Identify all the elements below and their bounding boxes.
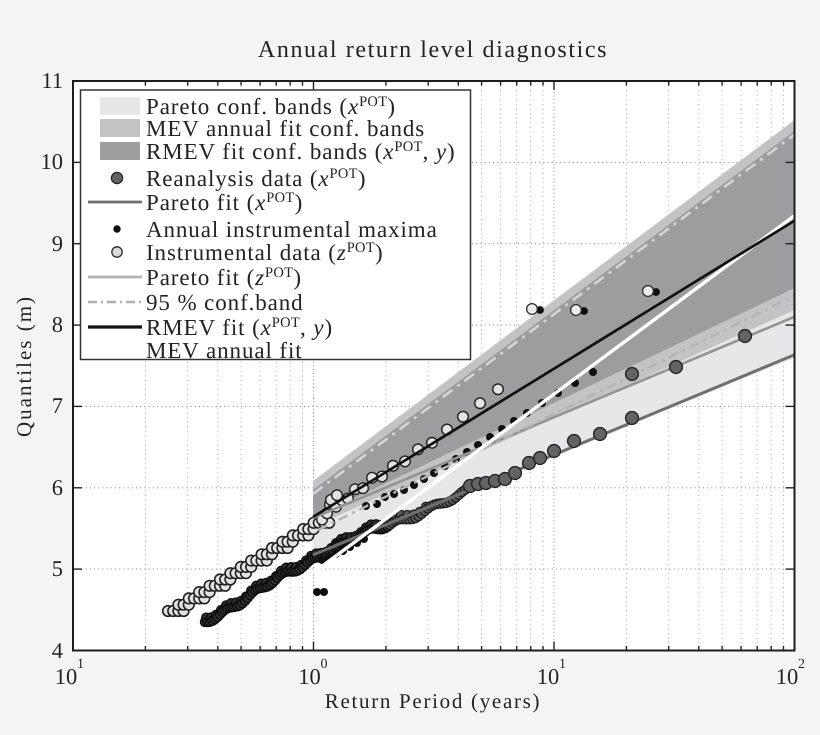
svg-text:RMEV fit conf. bands (xPOT​, y: RMEV fit conf. bands (xPOT​, y) (146, 139, 456, 164)
svg-text:10: 10 (55, 664, 78, 689)
svg-text:0: 0 (321, 657, 328, 672)
svg-text:8: 8 (52, 312, 63, 337)
svg-text:1: 1 (77, 657, 84, 672)
svg-text:10: 10 (298, 664, 321, 689)
svg-text:Instrumental data (zPOT​): Instrumental data (zPOT​) (146, 240, 384, 265)
svg-text:4: 4 (52, 638, 63, 663)
svg-text:MEV annual fit: MEV annual fit (146, 338, 303, 363)
svg-text:11: 11 (41, 68, 63, 93)
svg-text:10: 10 (537, 664, 560, 689)
svg-text:6: 6 (52, 475, 63, 500)
svg-text:95 % conf.band: 95 % conf.band (146, 290, 304, 315)
svg-text:9: 9 (52, 231, 63, 256)
svg-text:10: 10 (776, 664, 799, 689)
svg-text:Pareto conf. bands (xPOT​): Pareto conf. bands (xPOT​) (146, 94, 396, 119)
svg-text:Reanalysis data (xPOT​): Reanalysis data (xPOT​) (146, 166, 366, 191)
svg-text:5: 5 (52, 556, 63, 581)
svg-text:Return Period (years): Return Period (years) (325, 689, 541, 713)
svg-text:Pareto fit (zPOT​): Pareto fit (zPOT​) (146, 265, 302, 290)
svg-text:MEV annual fit conf. bands: MEV annual fit conf. bands (146, 116, 425, 141)
svg-text:1: 1 (559, 657, 566, 672)
svg-text:Annual return level diagnostic: Annual return level diagnostics (258, 37, 608, 63)
svg-text:Annual instrumental maxima: Annual instrumental maxima (146, 217, 438, 242)
svg-text:10: 10 (41, 149, 64, 174)
svg-text:2: 2 (798, 657, 805, 672)
svg-text:7: 7 (52, 393, 63, 418)
svg-text:Quantiles (m): Quantiles (m) (12, 295, 36, 437)
svg-text:Pareto fit (xPOT​): Pareto fit (xPOT​) (146, 190, 303, 215)
svg-text:RMEV fit (xPOT​, y): RMEV fit (xPOT​, y) (146, 315, 333, 340)
